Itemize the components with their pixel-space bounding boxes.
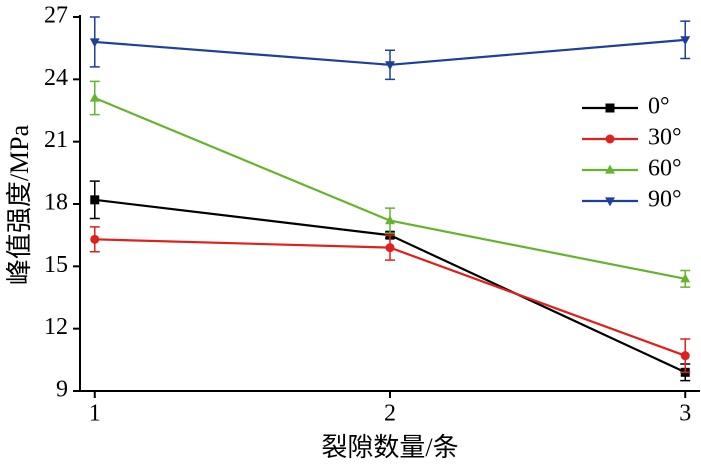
marker [605,134,615,144]
marker [90,195,100,205]
x-axis-label: 裂隙数量/条 [321,433,458,462]
legend-label: 60° [648,156,682,182]
marker [385,243,395,253]
marker [680,273,691,283]
y-tick-label: 27 [44,3,68,29]
x-tick-label: 2 [384,401,396,427]
y-tick-label: 9 [56,377,68,403]
marker [680,36,691,46]
y-tick-label: 18 [44,190,68,216]
marker [605,197,615,207]
marker [89,38,100,48]
legend-label: 30° [648,125,682,151]
marker [89,92,100,102]
y-tick-label: 12 [44,314,68,340]
marker [605,103,615,113]
marker [680,351,690,361]
marker [90,234,100,244]
y-tick-label: 15 [44,252,68,278]
marker [385,61,395,71]
marker [605,164,615,174]
legend-label: 90° [648,187,682,213]
x-tick-label: 1 [89,401,101,427]
x-tick-label: 3 [679,401,691,427]
y-tick-label: 21 [44,127,68,153]
y-axis-label: 峰值强度/MPa [5,124,34,285]
legend-label: 0° [648,94,670,120]
marker [385,215,395,225]
y-tick-label: 24 [44,65,68,91]
